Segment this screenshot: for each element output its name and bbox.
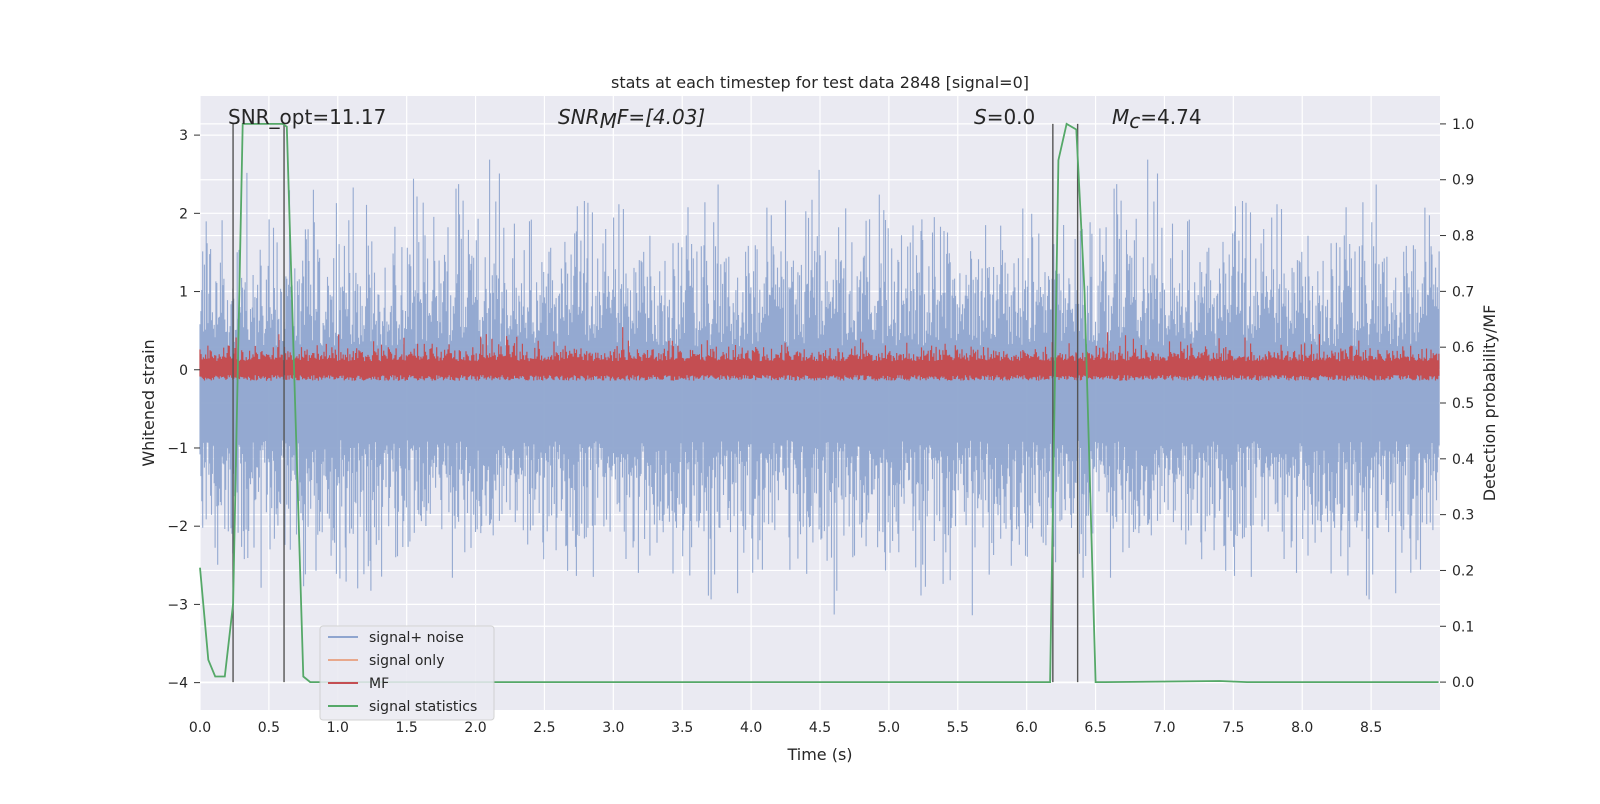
legend-label-mf: MF (369, 676, 389, 692)
series-signal-statistics (199, 122, 1439, 683)
left-y-tick-label: −2 (167, 519, 188, 535)
legend-label-stats: signal statistics (369, 699, 477, 715)
chart-title: stats at each timestep for test data 284… (611, 73, 1029, 92)
right-y-tick-label: 0.9 (1452, 173, 1474, 189)
x-tick-label: 7.0 (1153, 720, 1175, 736)
right-y-tick-label: 0.5 (1452, 396, 1474, 412)
left-y-tick-label: 1 (179, 285, 188, 301)
series-mf (199, 327, 1440, 381)
x-tick-label: 3.5 (671, 720, 693, 736)
right-y-tick-label: 0.8 (1452, 229, 1474, 245)
right-y-tick-label: 0.2 (1452, 563, 1474, 579)
left-y-axis-label: Whitened strain (139, 339, 158, 466)
left-y-tick-label: 3 (179, 128, 188, 144)
x-tick-label: 2.0 (464, 720, 486, 736)
annotation-snr-mf-main: SNR (558, 105, 600, 129)
annotation-s-rest: =0.0 (987, 105, 1036, 129)
annotation-snr-mf-sub: M (600, 109, 617, 133)
right-y-tick-label: 0.7 (1452, 284, 1474, 300)
x-tick-label: 2.5 (533, 720, 555, 736)
annotation-snr-mf: SNRMF=[4.03] (558, 105, 705, 133)
x-axis-ticks: 0.0 0.5 1.0 1.5 2.0 2.5 3.0 3.5 4.0 4.5 5.0 5.5 6.0 6… (189, 720, 1382, 736)
left-y-axis-ticks: 3 2 1 0 −1 −2 −3 −4 (167, 128, 200, 692)
annotation-snr-mf-rest: F=[4.03] (617, 105, 705, 129)
x-tick-label: 3.0 (602, 720, 624, 736)
left-y-tick-label: 2 (179, 206, 188, 222)
left-y-tick-label: −1 (167, 441, 188, 457)
mf-series-area (199, 327, 1440, 381)
x-tick-label: 5.5 (947, 720, 969, 736)
x-tick-label: 7.5 (1222, 720, 1244, 736)
x-tick-label: 4.5 (809, 720, 831, 736)
legend-label-noise: signal+ noise (369, 630, 464, 646)
right-y-axis-ticks: 1.0 0.9 0.8 0.7 0.6 0.5 0.4 0.3 0.2 0.1 0.0 (1440, 117, 1474, 691)
annotation-mc-sub: c (1129, 109, 1140, 133)
x-tick-label: 6.5 (1084, 720, 1106, 736)
annotation-snr-opt: SNR_opt=11.17 (228, 105, 386, 129)
annotation-s-main: S (974, 105, 987, 129)
right-y-axis-label: Detection probability/MF (1480, 305, 1499, 502)
annotation-mc-rest: =4.74 (1140, 105, 1201, 129)
left-y-tick-label: −4 (167, 676, 188, 692)
x-tick-label: 4.0 (740, 720, 762, 736)
stats-series-line (199, 122, 1439, 683)
right-y-tick-label: 0.3 (1452, 508, 1474, 524)
left-y-tick-label: −3 (167, 597, 188, 613)
x-tick-label: 8.0 (1291, 720, 1313, 736)
left-y-tick-label: 0 (179, 363, 188, 379)
annotation-mc: Mc=4.74 (1112, 105, 1202, 133)
x-tick-label: 5.0 (878, 720, 900, 736)
x-axis-label: Time (s) (786, 745, 852, 764)
right-y-tick-label: 0.0 (1452, 675, 1474, 691)
right-y-tick-label: 0.6 (1452, 340, 1474, 356)
x-tick-label: 6.0 (1016, 720, 1038, 736)
right-y-tick-label: 0.4 (1452, 452, 1474, 468)
right-y-tick-label: 0.1 (1452, 619, 1474, 635)
annotation-s: S=0.0 (974, 105, 1035, 129)
x-tick-label: 8.5 (1360, 720, 1382, 736)
legend-box (319, 625, 495, 721)
right-y-tick-label: 1.0 (1452, 117, 1474, 133)
legend: signal+ noise signal only MF signal stat… (319, 625, 495, 721)
x-tick-label: 1.0 (327, 720, 349, 736)
annotation-mc-main: M (1112, 105, 1129, 129)
x-tick-label: 0.0 (189, 720, 211, 736)
legend-label-signal-only: signal only (369, 653, 444, 669)
x-tick-label: 0.5 (258, 720, 280, 736)
x-tick-label: 1.5 (396, 720, 418, 736)
